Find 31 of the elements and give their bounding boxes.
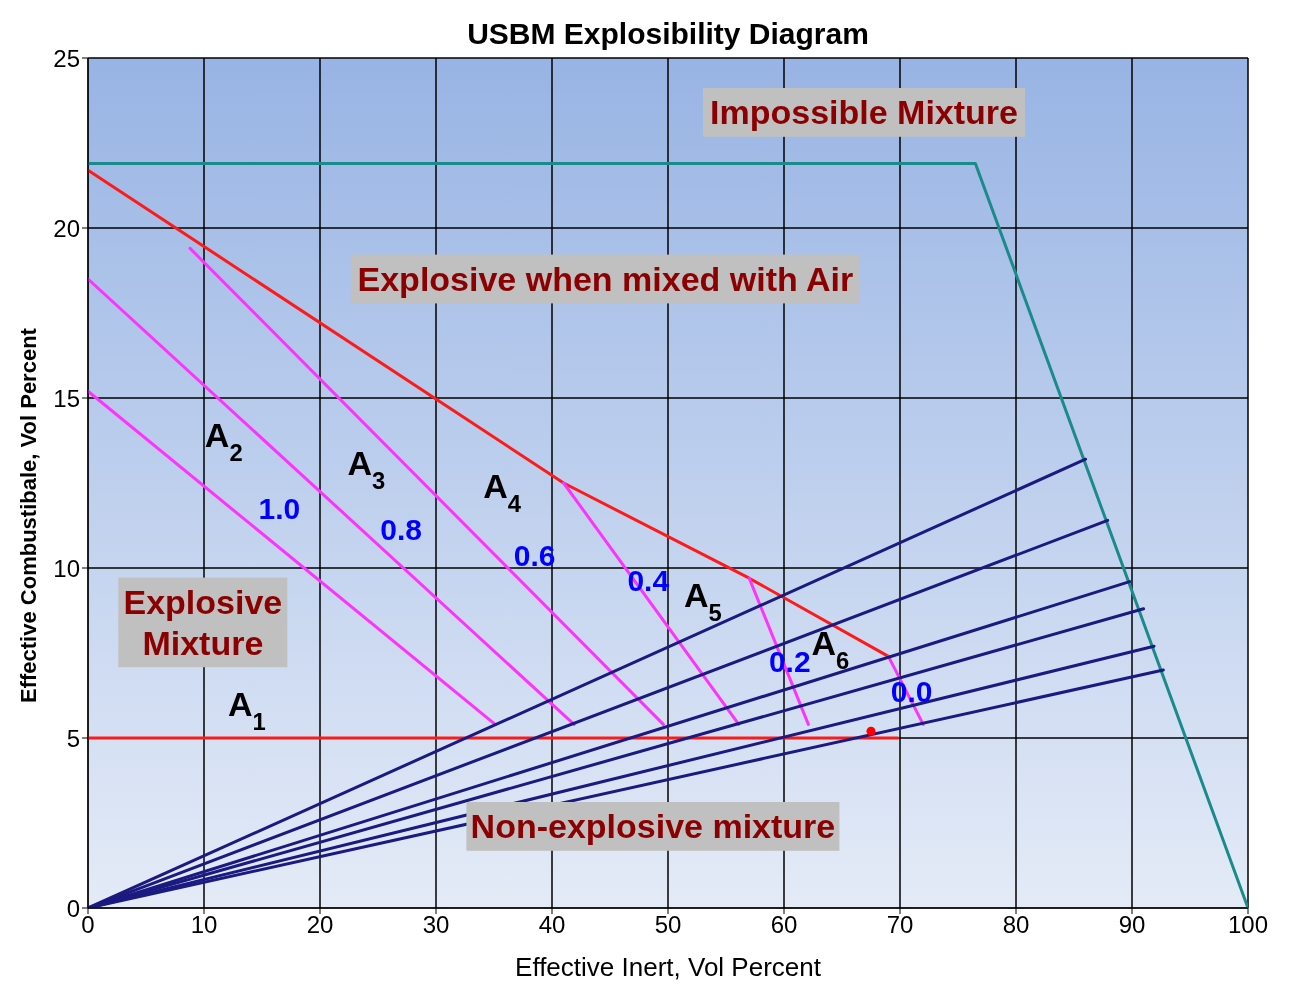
x-tick-label: 70 (886, 911, 914, 939)
y-tick-label: 15 (53, 384, 80, 412)
y-tick-label: 25 (53, 44, 80, 72)
annotation: A$_{2}$ (204, 416, 243, 466)
annotation: 1.0 (258, 492, 301, 525)
annotation: Explosive when mixed with Air (357, 259, 854, 298)
annotation: A$_{1}$ (228, 684, 266, 735)
annotation: A$_{5}$ (683, 576, 722, 626)
annotation: 0.8 (380, 513, 423, 547)
annotation: A$_{4}$ (483, 467, 522, 517)
y-axis-title: Effective Combustibale, Vol Percent (15, 327, 41, 703)
y-tick-label: 10 (53, 554, 80, 582)
x-tick-label: 80 (1002, 911, 1030, 939)
y-tick-label: 20 (53, 214, 80, 242)
x-tick-label: 50 (654, 911, 682, 939)
y-tick-label: 5 (66, 724, 80, 752)
annotation: Explosive Mixture (123, 582, 283, 662)
x-tick-label: 100 (1227, 911, 1269, 939)
x-tick-label: 60 (770, 911, 798, 939)
annotation: A$_{3}$ (347, 443, 386, 493)
y-tick-label: 0 (66, 894, 80, 922)
annotation: Impossible Mixture (710, 93, 1019, 132)
x-tick-label: 90 (1118, 911, 1146, 939)
x-tick-label: 30 (422, 911, 450, 939)
annotation: A$_{6}$ (811, 623, 850, 674)
annotation: Non-explosive mixture (470, 807, 836, 846)
x-tick-label: 10 (190, 911, 218, 939)
x-axis-title: Effective Inert, Vol Percent (515, 952, 822, 982)
chart-title: USBM Explosibility Diagram (467, 17, 869, 50)
x-tick-label: 40 (538, 911, 566, 939)
x-tick-label: 20 (306, 911, 334, 939)
